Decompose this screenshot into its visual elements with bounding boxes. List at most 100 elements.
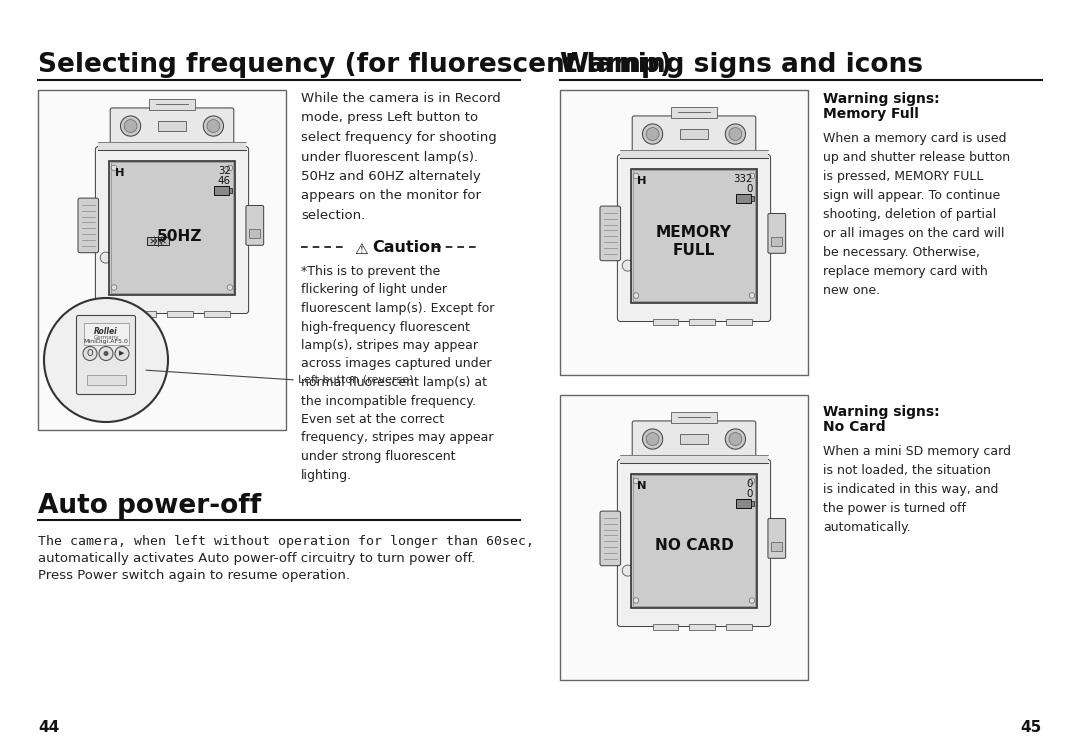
FancyBboxPatch shape — [600, 206, 621, 260]
Text: 46: 46 — [218, 176, 231, 186]
Bar — [689, 624, 715, 630]
Text: 0: 0 — [746, 184, 753, 194]
Circle shape — [207, 119, 220, 132]
Bar — [726, 319, 752, 325]
Bar — [38, 90, 286, 430]
Circle shape — [729, 128, 742, 140]
Text: 44: 44 — [38, 720, 59, 735]
Text: N: N — [637, 481, 647, 491]
FancyBboxPatch shape — [618, 460, 771, 627]
Circle shape — [44, 298, 168, 422]
Bar — [131, 310, 157, 317]
Circle shape — [622, 260, 633, 271]
Bar — [633, 171, 755, 301]
Circle shape — [83, 347, 97, 360]
Text: MEMORY: MEMORY — [656, 225, 732, 240]
Bar — [632, 473, 757, 608]
Bar — [167, 310, 193, 317]
Text: FULL: FULL — [673, 243, 715, 258]
Circle shape — [726, 429, 745, 449]
Circle shape — [750, 173, 755, 179]
Circle shape — [750, 478, 755, 484]
Circle shape — [124, 119, 137, 132]
Bar — [109, 161, 234, 295]
Circle shape — [227, 285, 232, 290]
Text: Warning signs:: Warning signs: — [823, 405, 940, 419]
Circle shape — [100, 252, 111, 263]
Text: The camera, when left without operation for longer than 60sec,: The camera, when left without operation … — [38, 535, 534, 548]
Text: MiniDigi.AF5.0: MiniDigi.AF5.0 — [83, 340, 129, 344]
Circle shape — [729, 433, 742, 445]
Circle shape — [633, 293, 638, 298]
Bar — [149, 99, 195, 110]
Text: 32: 32 — [218, 166, 231, 176]
Bar — [771, 542, 782, 551]
FancyBboxPatch shape — [632, 421, 756, 457]
Bar — [561, 90, 808, 375]
Bar — [633, 476, 755, 606]
Text: Memory Full: Memory Full — [823, 107, 919, 121]
Text: While the camera is in Record
mode, press Left button to
select frequency for sh: While the camera is in Record mode, pres… — [301, 92, 501, 222]
Bar — [249, 229, 260, 239]
Text: Press Power switch again to resume operation.: Press Power switch again to resume opera… — [38, 569, 350, 582]
Bar — [751, 501, 754, 506]
Circle shape — [643, 429, 663, 449]
Bar — [147, 237, 170, 245]
Bar — [98, 142, 245, 149]
Text: Germany: Germany — [93, 334, 119, 340]
Circle shape — [726, 124, 745, 144]
Text: When a mini SD memory card
is not loaded, the situation
is indicated in this way: When a mini SD memory card is not loaded… — [823, 445, 1011, 534]
Text: When a memory card is used
up and shutter release button
is pressed, MEMORY FULL: When a memory card is used up and shutte… — [823, 132, 1010, 297]
FancyBboxPatch shape — [95, 146, 248, 313]
Bar — [561, 395, 808, 680]
Circle shape — [227, 165, 232, 171]
Text: Auto power-off: Auto power-off — [38, 493, 261, 519]
Text: 45: 45 — [1021, 720, 1042, 735]
Circle shape — [203, 116, 224, 136]
Text: H: H — [114, 168, 124, 178]
Bar — [204, 310, 230, 317]
FancyBboxPatch shape — [618, 155, 771, 322]
Bar — [632, 168, 757, 303]
Bar — [111, 162, 232, 293]
Text: 0: 0 — [746, 479, 753, 489]
Circle shape — [104, 351, 108, 356]
Bar — [229, 188, 232, 193]
Bar — [671, 412, 717, 423]
Text: Selecting frequency (for fluorescent lamp): Selecting frequency (for fluorescent lam… — [38, 52, 672, 78]
Bar — [751, 196, 754, 201]
Circle shape — [750, 598, 755, 603]
Text: Rollei: Rollei — [94, 328, 118, 337]
FancyBboxPatch shape — [632, 116, 756, 153]
Circle shape — [99, 347, 113, 360]
Circle shape — [646, 433, 659, 445]
Circle shape — [114, 347, 129, 360]
Bar — [158, 122, 186, 131]
Circle shape — [633, 478, 638, 484]
Bar — [652, 319, 678, 325]
Text: Warning signs and icons: Warning signs and icons — [561, 52, 923, 78]
FancyBboxPatch shape — [768, 214, 785, 253]
Bar — [680, 434, 707, 444]
Bar — [620, 455, 768, 463]
Circle shape — [622, 565, 633, 576]
FancyBboxPatch shape — [78, 198, 98, 253]
Text: O: O — [86, 349, 93, 358]
Text: No Card: No Card — [823, 420, 886, 434]
Bar — [680, 129, 707, 139]
FancyBboxPatch shape — [600, 511, 621, 565]
Circle shape — [750, 293, 755, 298]
Text: 50HZ: 50HZ — [157, 230, 202, 245]
Bar — [214, 186, 229, 195]
Bar — [689, 319, 715, 325]
Circle shape — [111, 165, 117, 171]
Text: Warning signs:: Warning signs: — [823, 92, 940, 106]
Bar — [83, 322, 129, 344]
Text: ▶: ▶ — [119, 350, 124, 356]
Circle shape — [643, 124, 663, 144]
Circle shape — [111, 285, 117, 290]
Bar — [86, 374, 125, 384]
Circle shape — [121, 116, 140, 136]
Circle shape — [646, 128, 659, 140]
Bar — [737, 194, 751, 202]
